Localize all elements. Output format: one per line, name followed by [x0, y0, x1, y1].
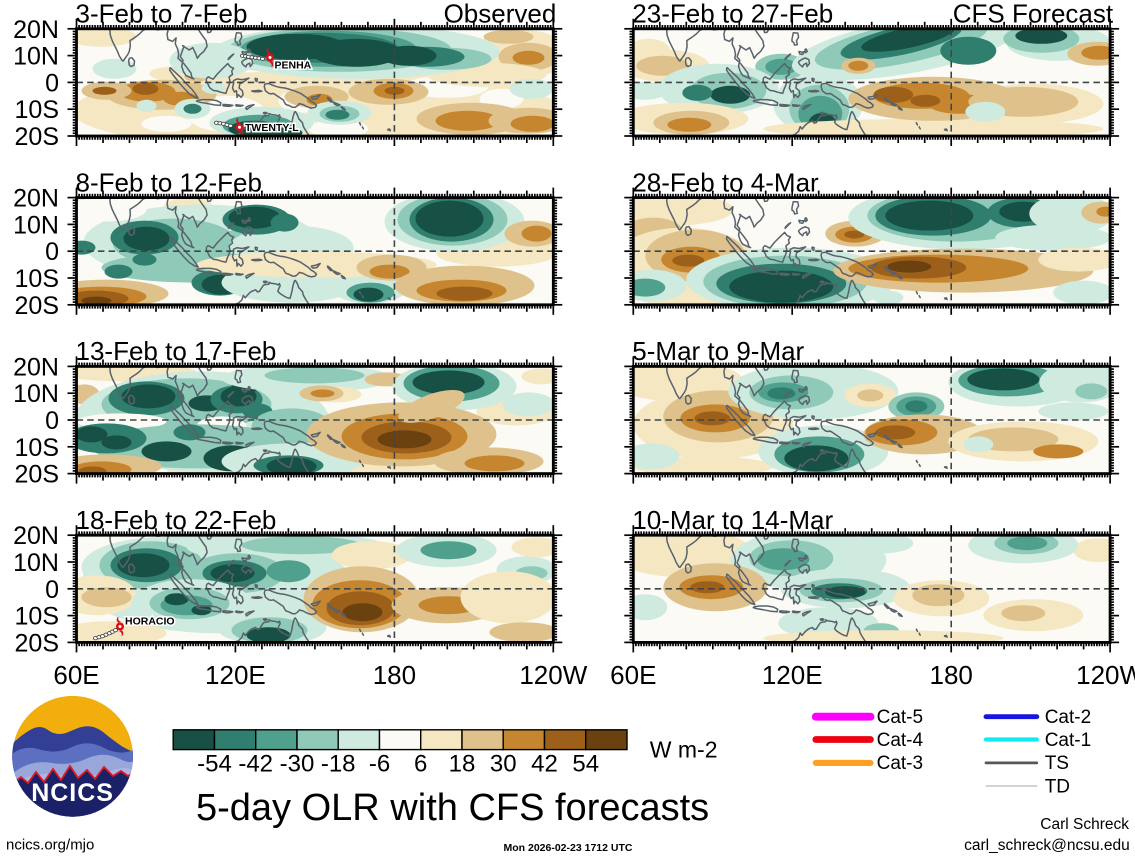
svg-text:54: 54: [572, 751, 599, 778]
svg-text:HORACIO: HORACIO: [125, 616, 175, 628]
svg-text:10S: 10S: [15, 265, 59, 293]
svg-text:20S: 20S: [15, 461, 59, 489]
svg-text:20N: 20N: [13, 185, 59, 213]
svg-text:10N: 10N: [13, 380, 59, 408]
svg-text:23-Feb to 27-Feb: 23-Feb to 27-Feb: [632, 0, 833, 29]
svg-text:-42: -42: [238, 751, 273, 778]
svg-text:20N: 20N: [13, 353, 59, 381]
svg-text:10N: 10N: [13, 43, 59, 71]
svg-text:20S: 20S: [15, 629, 59, 657]
svg-text:20N: 20N: [13, 16, 59, 44]
svg-text:10N: 10N: [13, 211, 59, 239]
svg-text:8-Feb to 12-Feb: 8-Feb to 12-Feb: [76, 167, 262, 197]
svg-text:Cat-2: Cat-2: [1045, 707, 1091, 728]
svg-text:-18: -18: [321, 751, 356, 778]
svg-text:120W: 120W: [519, 660, 587, 690]
svg-text:3-Feb to 7-Feb: 3-Feb to 7-Feb: [76, 0, 248, 29]
svg-text:18-Feb to 22-Feb: 18-Feb to 22-Feb: [76, 505, 277, 535]
svg-text:30: 30: [490, 751, 517, 778]
svg-text:-30: -30: [280, 751, 315, 778]
svg-text:Observed: Observed: [444, 0, 557, 29]
svg-text:10N: 10N: [13, 549, 59, 577]
svg-text:TWENTY-L: TWENTY-L: [245, 122, 299, 134]
svg-text:PENHA: PENHA: [275, 59, 312, 71]
svg-text:Cat-1: Cat-1: [1045, 730, 1091, 751]
svg-text:20S: 20S: [15, 292, 59, 320]
svg-text:0: 0: [45, 238, 59, 266]
svg-text:0: 0: [45, 407, 59, 435]
svg-text:Cat-5: Cat-5: [877, 707, 923, 728]
svg-text:20S: 20S: [15, 123, 59, 151]
svg-text:Mon 2026-02-23 1712 UTC: Mon 2026-02-23 1712 UTC: [504, 842, 633, 854]
svg-text:Cat-3: Cat-3: [877, 753, 923, 774]
svg-text:Carl Schreck: Carl Schreck: [1040, 816, 1129, 833]
svg-text:13-Feb to 17-Feb: 13-Feb to 17-Feb: [76, 336, 277, 366]
svg-text:TS: TS: [1045, 753, 1069, 774]
svg-text:NCICS: NCICS: [31, 779, 114, 807]
svg-text:180: 180: [930, 660, 973, 690]
svg-text:60E: 60E: [610, 660, 656, 690]
svg-text:28-Feb to 4-Mar: 28-Feb to 4-Mar: [632, 167, 819, 197]
svg-text:0: 0: [45, 576, 59, 604]
svg-text:CFS Forecast: CFS Forecast: [953, 0, 1114, 29]
svg-text:0: 0: [45, 69, 59, 97]
svg-text:Cat-4: Cat-4: [877, 730, 924, 751]
svg-text:120E: 120E: [205, 660, 266, 690]
svg-text:60E: 60E: [53, 660, 99, 690]
svg-text:42: 42: [531, 751, 558, 778]
svg-text:5-Mar to 9-Mar: 5-Mar to 9-Mar: [632, 336, 804, 366]
svg-text:TD: TD: [1045, 776, 1070, 797]
svg-text:-6: -6: [369, 751, 390, 778]
svg-text:120E: 120E: [762, 660, 823, 690]
svg-text:-54: -54: [197, 751, 232, 778]
svg-text:20N: 20N: [13, 522, 59, 550]
svg-text:120W: 120W: [1076, 660, 1135, 690]
svg-text:10S: 10S: [15, 434, 59, 462]
svg-text:carl_schreck@ncsu.edu: carl_schreck@ncsu.edu: [964, 837, 1130, 854]
svg-text:18: 18: [449, 751, 476, 778]
svg-text:180: 180: [373, 660, 416, 690]
svg-text:6: 6: [414, 751, 427, 778]
svg-text:10-Mar to 14-Mar: 10-Mar to 14-Mar: [632, 505, 833, 535]
svg-text:10S: 10S: [15, 603, 59, 631]
svg-text:ncics.org/mjo: ncics.org/mjo: [6, 837, 94, 854]
svg-text:W m-2: W m-2: [650, 737, 718, 763]
svg-text:5-day OLR with CFS forecasts: 5-day OLR with CFS forecasts: [196, 787, 709, 829]
svg-text:10S: 10S: [15, 96, 59, 124]
